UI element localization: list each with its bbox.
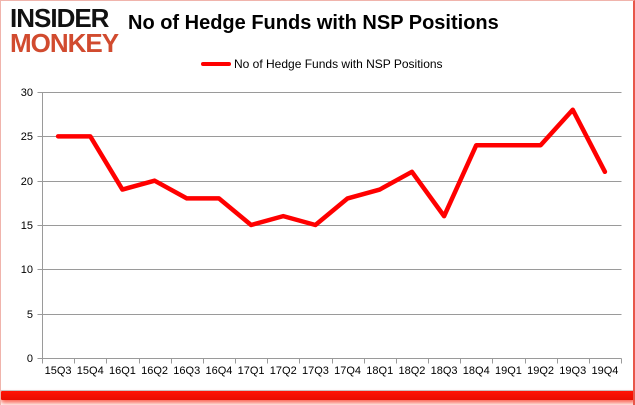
- gridlines: [42, 92, 622, 315]
- svg-text:30: 30: [21, 87, 33, 99]
- panel-bottom-divider: [1, 390, 633, 391]
- svg-text:15: 15: [21, 220, 33, 232]
- svg-text:16Q4: 16Q4: [205, 365, 232, 377]
- svg-text:15Q4: 15Q4: [77, 365, 104, 377]
- svg-text:19Q1: 19Q1: [495, 365, 522, 377]
- legend-line-swatch: [201, 62, 231, 66]
- svg-text:5: 5: [27, 309, 33, 321]
- red-bottom-bar: [1, 391, 633, 400]
- insider-monkey-logo: INSIDER MONKEY: [10, 3, 119, 58]
- line-chart: 0 5 10 15 20 25 30 15Q3 15Q4 16Q1 16Q2 16Q3 16Q4 17Q…: [21, 87, 622, 377]
- svg-text:18Q1: 18Q1: [366, 365, 393, 377]
- logo-text-insider: INSIDER: [10, 3, 109, 33]
- svg-text:16Q3: 16Q3: [173, 365, 200, 377]
- svg-text:25: 25: [21, 131, 33, 143]
- legend-label: No of Hedge Funds with NSP Positions: [234, 57, 443, 71]
- svg-text:10: 10: [21, 264, 33, 276]
- axes: [37, 92, 622, 364]
- svg-text:19Q3: 19Q3: [559, 365, 586, 377]
- chart-title: No of Hedge Funds with NSP Positions: [128, 12, 499, 34]
- svg-text:18Q2: 18Q2: [398, 365, 425, 377]
- svg-text:19Q4: 19Q4: [591, 365, 618, 377]
- svg-text:16Q1: 16Q1: [109, 365, 136, 377]
- svg-text:17Q4: 17Q4: [334, 365, 361, 377]
- svg-text:18Q3: 18Q3: [431, 365, 458, 377]
- svg-text:19Q2: 19Q2: [527, 365, 554, 377]
- legend: No of Hedge Funds with NSP Positions: [201, 57, 443, 71]
- svg-text:17Q2: 17Q2: [270, 365, 297, 377]
- svg-text:17Q3: 17Q3: [302, 365, 329, 377]
- data-series-line: [55, 107, 608, 228]
- svg-text:16Q2: 16Q2: [141, 365, 168, 377]
- y-axis-labels: 0 5 10 15 20 25 30: [21, 87, 33, 365]
- svg-text:15Q3: 15Q3: [45, 365, 72, 377]
- svg-text:20: 20: [21, 176, 33, 188]
- logo-text-monkey: MONKEY: [10, 27, 119, 58]
- svg-text:17Q1: 17Q1: [238, 365, 265, 377]
- x-axis-labels: 15Q3 15Q4 16Q1 16Q2 16Q3 16Q4 17Q1 17Q2 17Q3 17Q4…: [45, 365, 619, 377]
- svg-text:0: 0: [27, 353, 33, 365]
- svg-text:18Q4: 18Q4: [463, 365, 490, 377]
